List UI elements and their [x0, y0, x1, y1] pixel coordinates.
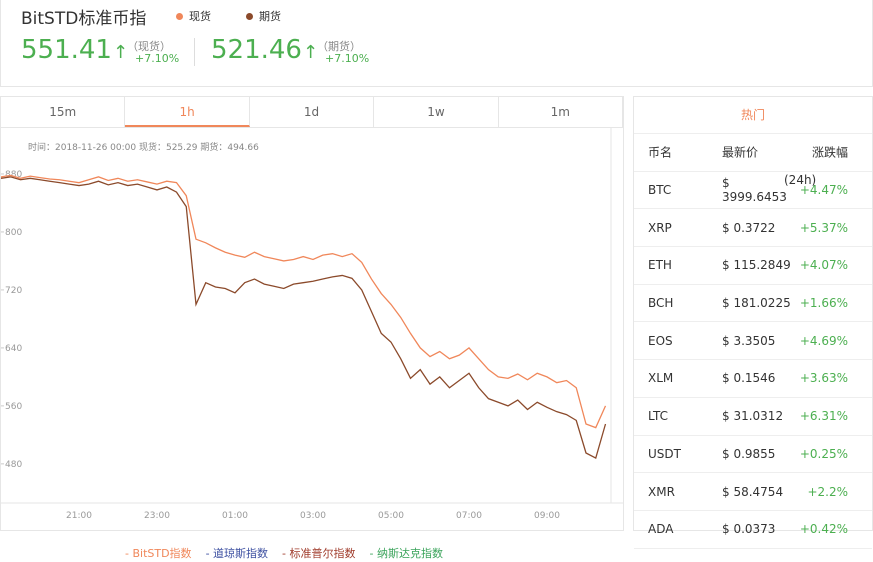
series-line [0, 176, 607, 460]
cell: +0.42% [799, 522, 848, 537]
index-link[interactable]: 道琼斯指数 [206, 545, 268, 561]
quote-label: （期货） [317, 40, 361, 53]
tab[interactable]: 1h [125, 97, 250, 127]
header-cell: 最新价 [722, 145, 759, 160]
cell: $ 0.9855 [722, 446, 776, 461]
x-tick-label: 01:00 [222, 511, 248, 521]
index-link[interactable]: BitSTD指数 [125, 545, 191, 561]
y-tick-label: 880 [5, 170, 22, 180]
hot-title: 热门 [634, 97, 872, 134]
cell: $ 58.4754 [722, 484, 784, 499]
legend-item: 现货 [176, 8, 211, 24]
y-tick-label: 720 [5, 286, 22, 296]
tab[interactable]: 1w [374, 97, 499, 127]
index-links: BitSTD指数道琼斯指数标准普尔指数纳斯达克指数 [125, 545, 443, 561]
arrow: ↑ [303, 42, 319, 63]
quote-change: +7.10% [325, 52, 370, 65]
cell: +6.31% [799, 409, 848, 424]
legend-item: 期货 [246, 8, 281, 24]
divider [194, 38, 195, 66]
hot-row[interactable]: XMR $ 58.4754 +2.2% [634, 473, 872, 511]
cell: +4.69% [799, 333, 848, 348]
cell: +0.25% [799, 446, 848, 461]
tab[interactable]: 15m [1, 97, 126, 127]
price: 521.46 [211, 35, 302, 65]
price: 551.41 [21, 35, 112, 65]
hot-panel: 热门币名 最新价 涨跌幅 (24h) BTC $ 3999.6453 +4.47% XRP $ … [633, 96, 873, 549]
hot-header: 币名 最新价 涨跌幅 [634, 134, 872, 172]
cell: USDT [648, 446, 681, 461]
cell: $ 0.3722 [722, 220, 776, 235]
cell: +4.07% [799, 258, 848, 273]
chart-panel: 480 560 640 720 800 880 21:00 23:00 01:00 03:00 05… [0, 127, 624, 531]
title: BitSTD标准币指 [21, 9, 147, 29]
cell: ETH [648, 258, 672, 273]
arrow: ↑ [113, 42, 129, 63]
index-link[interactable]: 纳斯达克指数 [370, 545, 443, 561]
tab[interactable]: 1m [499, 97, 624, 127]
header-note: (24h) [784, 173, 817, 187]
cell: BCH [648, 296, 674, 311]
hot-row[interactable]: BTC $ 3999.6453 +4.47% [634, 172, 872, 210]
cell: XLM [648, 371, 674, 386]
quote-change: +7.10% [135, 52, 180, 65]
tooltip: 时间：2018-11-26 00:00 现货：525.29 期货：494.66 [28, 140, 259, 153]
x-tick-label: 09:00 [534, 511, 560, 521]
hot-row[interactable]: EOS $ 3.3505 +4.69% [634, 322, 872, 361]
hot-row[interactable]: XRP $ 0.3722 +5.37% [634, 209, 872, 248]
header-cell: 涨跌幅 [811, 145, 848, 160]
cell: +1.66% [799, 296, 848, 311]
cell: BTC [648, 183, 672, 198]
cell: $ 115.2849 [722, 258, 791, 273]
x-tick-label: 23:00 [144, 511, 170, 521]
cell: $ 3999.6453 [722, 176, 787, 205]
hot-row[interactable]: USDT $ 0.9855 +0.25% [634, 436, 872, 474]
cell: XRP [648, 220, 672, 235]
cell: $ 3.3505 [722, 333, 776, 348]
header: BitSTD标准币指 现货 期货 551.41 ↑ （现货） +7.10% 521.46 ↑ （期… [0, 0, 873, 87]
cell: $ 0.1546 [722, 371, 776, 386]
hot-row[interactable]: ADA $ 0.0373 +0.42% [634, 511, 872, 549]
cell: $ 0.0373 [722, 522, 776, 537]
cell: +2.2% [807, 484, 848, 499]
hot-row[interactable]: ETH $ 115.2849 +4.07% [634, 247, 872, 285]
cell: EOS [648, 333, 673, 348]
cell: +3.63% [799, 371, 848, 386]
y-tick-label: 640 [5, 344, 22, 354]
cell: +5.37% [799, 220, 848, 235]
index-link[interactable]: 标准普尔指数 [282, 545, 356, 561]
cell: XMR [648, 484, 675, 499]
legend-label: 期货 [259, 10, 281, 23]
legend-dot [246, 12, 253, 20]
chart: 480 560 640 720 800 880 21:00 23:00 01:00 03:00 05… [0, 127, 623, 521]
y-tick-label: 800 [5, 228, 22, 238]
x-tick-label: 05:00 [378, 511, 404, 521]
tabs: 15m 1h 1d 1w 1m [0, 96, 624, 128]
hot-row[interactable]: XLM $ 0.1546 +3.63% [634, 360, 872, 398]
quote-label: （现货） [127, 40, 171, 53]
hot-row[interactable]: BCH $ 181.0225 +1.66% [634, 285, 872, 323]
x-tick-label: 07:00 [456, 511, 482, 521]
hot-row[interactable]: LTC $ 31.0312 +6.31% [634, 398, 872, 436]
cell: +4.47% [799, 183, 848, 198]
header-cell: 币名 [648, 145, 673, 160]
tooltip-spot: 现货：525.29 [138, 143, 198, 153]
cell: $ 181.0225 [722, 296, 791, 311]
cell: $ 31.0312 [722, 409, 784, 424]
y-tick-label: 560 [5, 402, 22, 412]
cell: LTC [648, 409, 669, 424]
tab[interactable]: 1d [250, 97, 375, 127]
x-tick-label: 03:00 [300, 511, 326, 521]
tooltip-time: 时间：2018-11-26 00:00 [28, 143, 137, 153]
cell: ADA [648, 522, 674, 537]
legend-label: 现货 [189, 10, 211, 23]
series-line [0, 174, 607, 429]
x-tick-label: 21:00 [66, 511, 92, 521]
y-tick-label: 480 [5, 460, 22, 470]
legend-dot [176, 12, 183, 20]
tooltip-futures: 期货：494.66 [200, 143, 259, 153]
